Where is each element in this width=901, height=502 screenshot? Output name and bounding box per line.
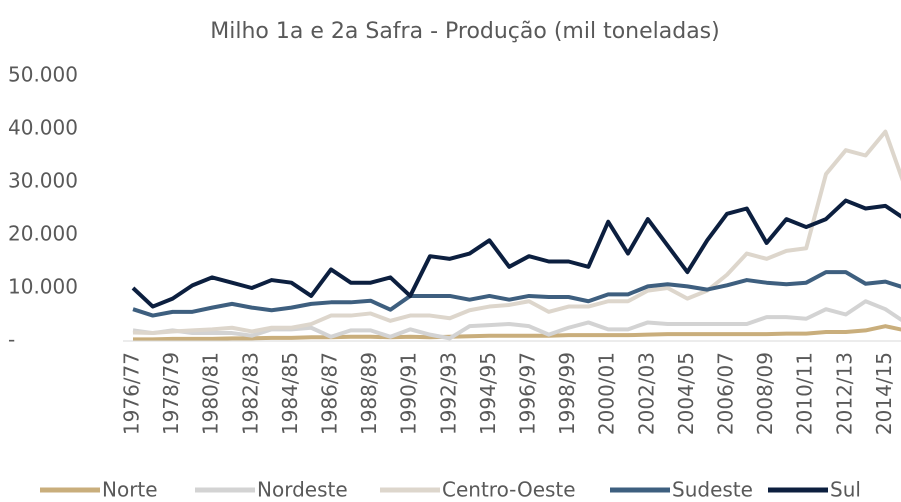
chart-title: Milho 1a e 2a Safra - Produção (mil tone…	[210, 19, 719, 44]
x-tick-label: 2008/09	[753, 352, 777, 435]
x-tick-label: 1988/89	[357, 352, 381, 435]
x-tick-label: 1978/79	[159, 352, 183, 435]
series-line	[132, 299, 901, 341]
y-tick-label: 20.000	[8, 222, 78, 246]
y-tick-label: 40.000	[8, 116, 78, 140]
x-tick-label: 1990/91	[397, 352, 421, 435]
x-tick-label: 2012/13	[832, 352, 856, 435]
x-tick-label: 1994/95	[476, 352, 500, 435]
x-tick-label: 2000/01	[595, 352, 619, 435]
x-tick-label: 2004/05	[674, 352, 698, 435]
y-tick-label: 10.000	[8, 275, 78, 299]
x-tick-label: 1986/87	[318, 352, 342, 435]
legend-label: Norte	[102, 478, 158, 502]
x-tick-label: 2006/07	[714, 352, 738, 435]
legend-label: Sul	[830, 478, 861, 502]
plot	[131, 129, 901, 342]
y-tick-label: 50.000	[8, 63, 78, 87]
legend-label: Sudeste	[672, 478, 753, 502]
series-line	[131, 198, 901, 309]
legend-label: Centro-Oeste	[442, 478, 576, 502]
y-tick-label: 30.000	[8, 169, 78, 193]
x-tick-label: 1998/99	[555, 352, 579, 435]
series-line	[133, 324, 901, 342]
x-tick-label: 1984/85	[278, 352, 302, 435]
legend-label: Nordeste	[257, 478, 348, 502]
series-line	[132, 129, 901, 336]
x-tick-label: 1996/97	[516, 352, 540, 435]
y-tick-label: -	[8, 328, 15, 352]
x-tick-label: 1992/93	[436, 352, 460, 435]
x-tick-label: 1982/83	[238, 352, 262, 435]
x-tick-label: 1976/77	[120, 352, 144, 435]
x-tick-label: 2002/03	[634, 352, 658, 435]
x-tick-label: 2010/11	[793, 352, 817, 435]
series-line	[132, 270, 901, 318]
x-tick-label: 2014/15	[872, 352, 896, 435]
x-tick-label: 1980/81	[199, 352, 223, 435]
